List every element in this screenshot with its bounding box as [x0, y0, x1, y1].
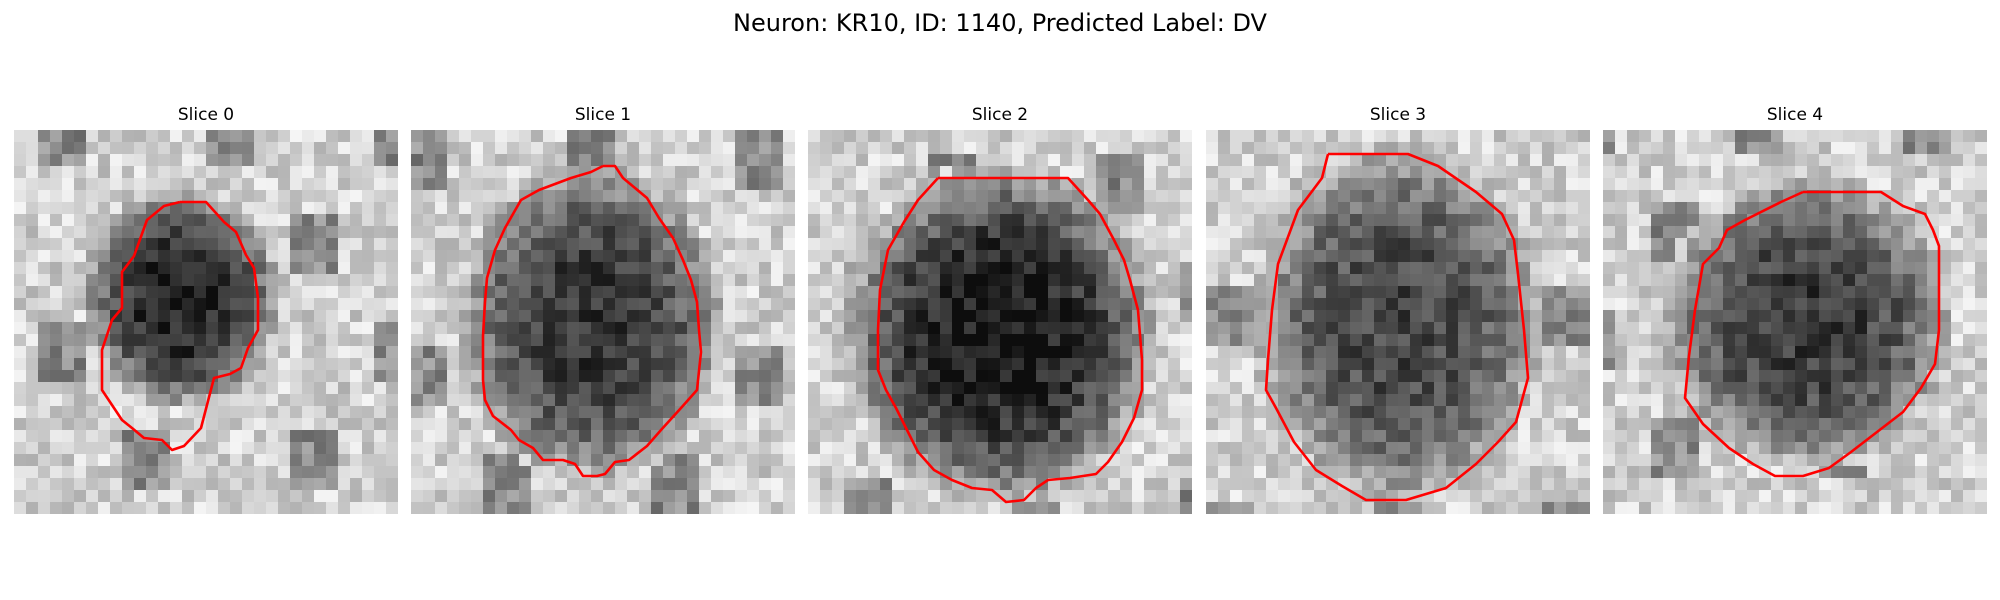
slice-image-3 — [1206, 130, 1590, 514]
slice-panel-2: Slice 2 — [808, 104, 1192, 514]
slice-title-0: Slice 0 — [177, 105, 235, 125]
roi-contour-1 — [481, 164, 703, 478]
roi-contour-4 — [1683, 190, 1941, 478]
slice-panel-3: Slice 3 — [1206, 104, 1590, 514]
roi-contour-2 — [876, 176, 1144, 504]
roi-contour-0 — [100, 200, 260, 452]
slice-title-1: Slice 1 — [574, 105, 632, 125]
slice-image-0 — [14, 130, 398, 514]
roi-contour-3 — [1264, 152, 1530, 502]
slice-panel-1: Slice 1 — [411, 104, 795, 514]
slice-image-4 — [1603, 130, 1987, 514]
slice-panel-4: Slice 4 — [1603, 104, 1987, 514]
slice-image-1 — [411, 130, 795, 514]
slice-image-2 — [808, 130, 1192, 514]
slice-title-3: Slice 3 — [1369, 105, 1427, 125]
slice-panel-0: Slice 0 — [14, 104, 398, 514]
slice-title-2: Slice 2 — [971, 105, 1029, 125]
figure-title: Neuron: KR10, ID: 1140, Predicted Label:… — [733, 9, 1267, 37]
slice-title-4: Slice 4 — [1766, 105, 1824, 125]
